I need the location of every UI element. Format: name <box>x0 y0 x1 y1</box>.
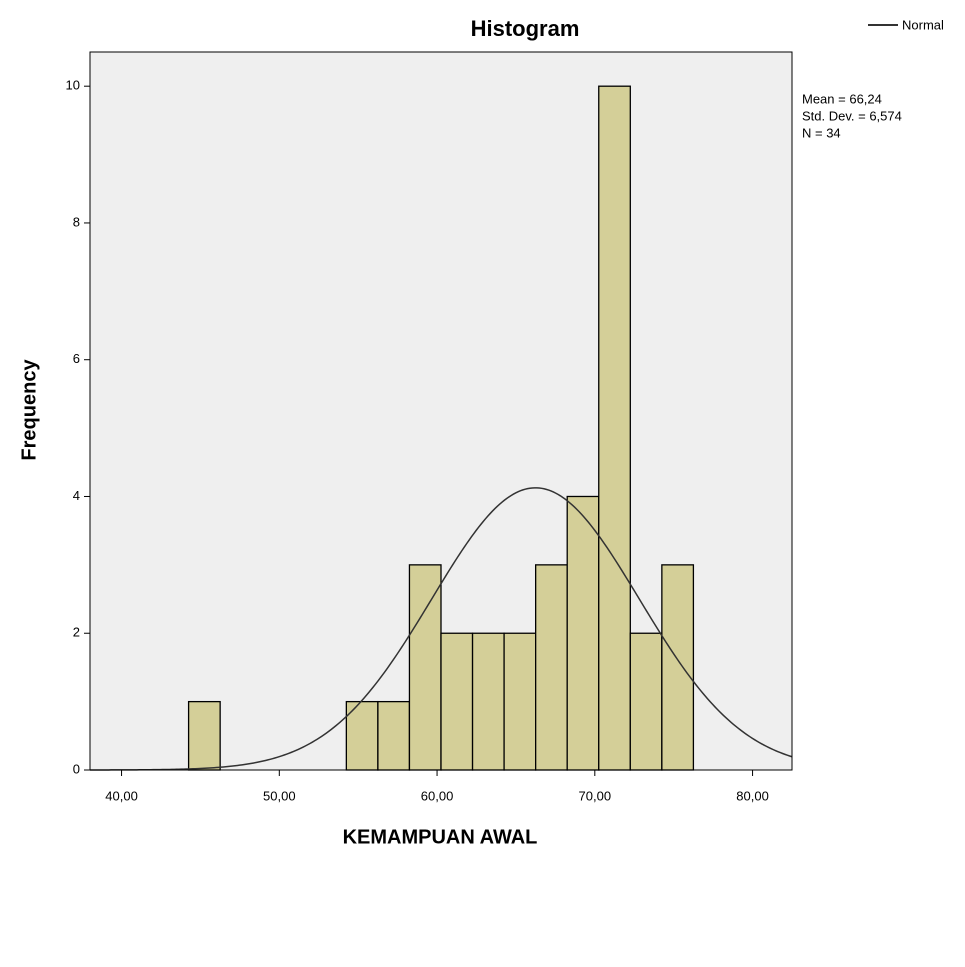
bar <box>566 495 600 771</box>
plot-frame <box>89 51 793 771</box>
x-tick-label: 80,00 <box>736 788 769 803</box>
y-axis-label: Frequency <box>18 359 40 461</box>
chart-title: Histogram <box>471 16 580 41</box>
stat-label: Mean = 66,24 <box>802 91 882 106</box>
x-tick-label: 40,00 <box>105 788 138 803</box>
y-tick-label: 0 <box>73 761 80 776</box>
x-tick-label: 70,00 <box>579 788 612 803</box>
stat-label: N = 34 <box>802 125 841 140</box>
bar <box>598 85 631 771</box>
legend-label: Normal <box>902 17 944 32</box>
y-tick-label: 10 <box>66 78 80 93</box>
y-tick-label: 6 <box>73 351 80 366</box>
y-tick-label: 2 <box>73 625 80 640</box>
bar <box>408 564 442 771</box>
bar <box>629 632 663 771</box>
bar <box>535 564 568 771</box>
y-tick-label: 8 <box>73 214 80 229</box>
bar <box>503 632 537 771</box>
normal-curve <box>90 487 793 771</box>
bar <box>471 632 505 771</box>
bar <box>345 700 379 771</box>
bar <box>377 700 411 771</box>
y-tick-label: 4 <box>73 488 80 503</box>
stat-label: Std. Dev. = 6,574 <box>802 108 902 123</box>
bar <box>440 632 474 771</box>
x-axis-label: KEMAMPUAN AWAL <box>343 826 538 848</box>
bar <box>187 700 221 771</box>
x-tick-label: 60,00 <box>421 788 454 803</box>
bar <box>661 564 695 771</box>
x-tick-label: 50,00 <box>263 788 296 803</box>
